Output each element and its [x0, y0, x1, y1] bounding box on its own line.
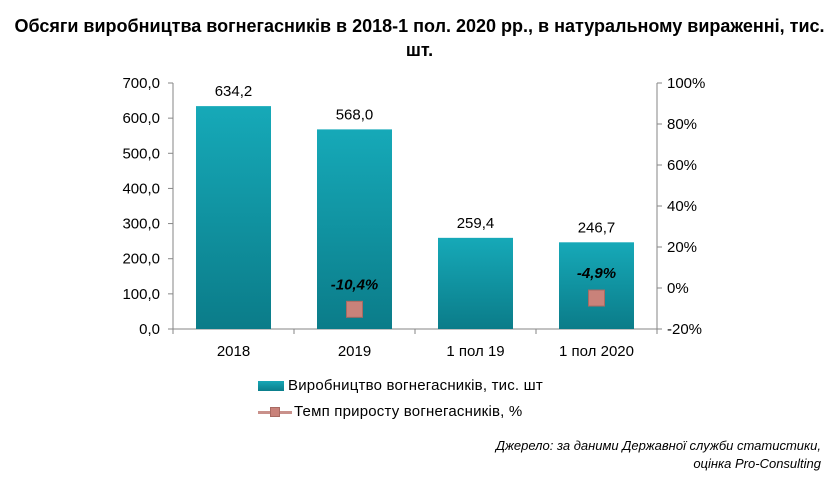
left-tick-label: 600,0 — [122, 110, 160, 127]
bar — [196, 106, 271, 330]
category-label: 2019 — [338, 343, 371, 360]
right-tick-label: 40% — [667, 198, 697, 215]
right-tick-label: 100% — [667, 75, 705, 92]
left-tick-label: 500,0 — [122, 145, 160, 162]
legend-label-production: Виробництво вогнегасників, тис. шт — [288, 377, 543, 394]
right-tick-label: 20% — [667, 239, 697, 256]
category-label: 2018 — [217, 343, 250, 360]
bar — [438, 237, 513, 329]
growth-marker — [588, 289, 605, 307]
category-label: 1 пол 19 — [446, 343, 504, 360]
bar-value-label: 246,7 — [578, 219, 616, 236]
right-tick-label: 80% — [667, 116, 697, 133]
right-tick-label: 0% — [667, 280, 689, 297]
left-tick-label: 300,0 — [122, 216, 160, 233]
bar — [559, 242, 634, 329]
left-tick-label: 400,0 — [122, 180, 160, 197]
legend-item-growth: Темп приросту вогнегасників, % — [258, 403, 522, 420]
bar — [317, 129, 392, 329]
source-line-1: Джерело: за даними Державної служби стат… — [495, 438, 821, 453]
bar-value-label: 634,2 — [215, 83, 253, 100]
bar-value-label: 259,4 — [457, 215, 495, 232]
left-tick-label: 200,0 — [122, 251, 160, 268]
growth-value-label: -4,9% — [577, 265, 616, 282]
legend-label-growth: Темп приросту вогнегасників, % — [294, 403, 523, 420]
growth-value-label: -10,4% — [331, 276, 379, 293]
left-tick-label: 0,0 — [139, 321, 160, 338]
right-tick-label: -20% — [667, 321, 702, 338]
right-tick-label: 60% — [667, 157, 697, 174]
source-line-2: оцінка Pro-Consulting — [693, 456, 821, 471]
bar-value-label: 568,0 — [336, 106, 374, 123]
legend-swatch-bar — [258, 381, 284, 392]
category-label: 1 пол 2020 — [559, 343, 634, 360]
growth-marker — [346, 300, 363, 318]
legend-swatch-line — [258, 406, 292, 418]
source-note: Джерело: за даними Державної служби стат… — [496, 437, 821, 473]
left-tick-label: 700,0 — [122, 75, 160, 92]
chart-title: Обсяги виробництва вогнегасників в 2018-… — [14, 16, 825, 60]
legend-item-production: Виробництво вогнегасників, тис. шт — [258, 377, 543, 394]
left-tick-label: 100,0 — [122, 286, 160, 303]
